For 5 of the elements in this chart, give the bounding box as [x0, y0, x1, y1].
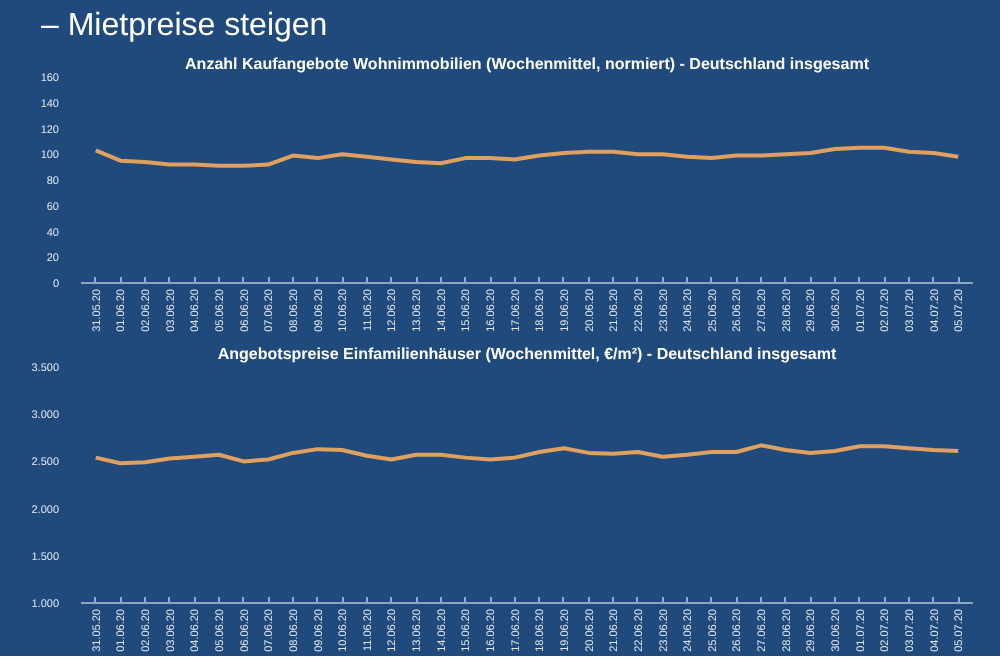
chart-title: Angebotspreise Einfamilienhäuser (Wochenmittel, €/m²) - Deutschland insgesamt	[217, 345, 837, 363]
text: – Mietpreise steigen	[41, 9, 328, 43]
line-series	[93, 145, 961, 168]
chart-title: Anzahl Kaufangebote Wohnimmobilien (Wochenmittel, normiert) - Deutschland insgesamt	[185, 55, 870, 73]
line-series	[93, 443, 961, 466]
